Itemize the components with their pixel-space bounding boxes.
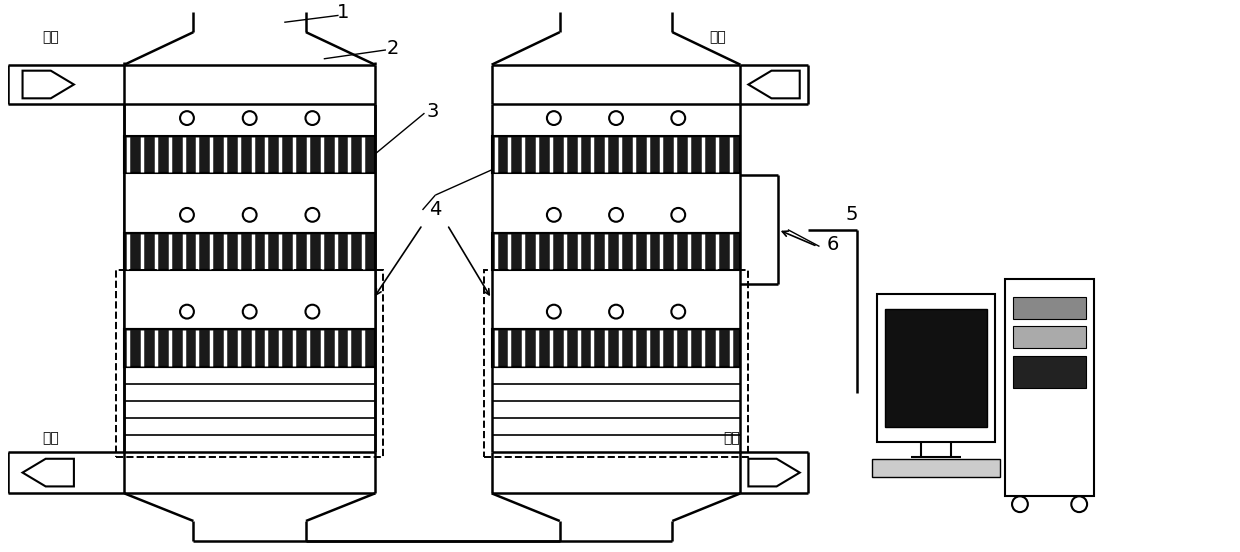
Polygon shape <box>749 71 800 98</box>
Circle shape <box>547 111 560 125</box>
Bar <box>124 173 374 232</box>
Circle shape <box>305 305 319 319</box>
Circle shape <box>1012 496 1028 512</box>
Circle shape <box>547 305 560 319</box>
Circle shape <box>305 208 319 222</box>
Polygon shape <box>749 459 800 486</box>
Circle shape <box>671 208 686 222</box>
Text: 烟气: 烟气 <box>724 431 740 445</box>
Bar <box>877 294 996 442</box>
Circle shape <box>243 208 257 222</box>
Circle shape <box>305 111 319 125</box>
Circle shape <box>671 111 686 125</box>
Circle shape <box>609 111 622 125</box>
Bar <box>494 106 739 450</box>
Circle shape <box>243 305 257 319</box>
Polygon shape <box>22 71 74 98</box>
Polygon shape <box>22 459 74 486</box>
Bar <box>884 309 987 427</box>
Circle shape <box>547 208 560 222</box>
Circle shape <box>1071 496 1087 512</box>
Bar <box>484 270 749 457</box>
Text: 5: 5 <box>846 205 858 224</box>
Text: 4: 4 <box>429 200 441 219</box>
Bar <box>124 232 374 270</box>
Circle shape <box>180 305 193 319</box>
Circle shape <box>180 111 193 125</box>
Bar <box>126 106 373 450</box>
Text: 3: 3 <box>427 102 439 121</box>
Text: 烟气: 烟气 <box>709 30 725 44</box>
Bar <box>1013 356 1086 388</box>
Circle shape <box>671 305 686 319</box>
Bar <box>1006 279 1094 496</box>
Circle shape <box>609 305 622 319</box>
Bar <box>1013 326 1086 348</box>
Bar <box>124 270 374 330</box>
Text: 1: 1 <box>337 3 350 22</box>
Bar <box>1013 297 1086 319</box>
Bar <box>491 173 740 232</box>
Text: 2: 2 <box>387 39 399 59</box>
Bar <box>872 459 1001 476</box>
Bar <box>124 330 374 367</box>
Circle shape <box>609 208 622 222</box>
Bar <box>491 270 740 330</box>
Bar <box>117 270 383 457</box>
Bar <box>491 232 740 270</box>
Text: 6: 6 <box>826 235 838 254</box>
Bar <box>124 136 374 173</box>
Circle shape <box>243 111 257 125</box>
Text: 烟气: 烟气 <box>42 30 60 44</box>
Circle shape <box>180 208 193 222</box>
Bar <box>491 330 740 367</box>
Bar <box>491 136 740 173</box>
Text: 烟气: 烟气 <box>42 431 60 445</box>
